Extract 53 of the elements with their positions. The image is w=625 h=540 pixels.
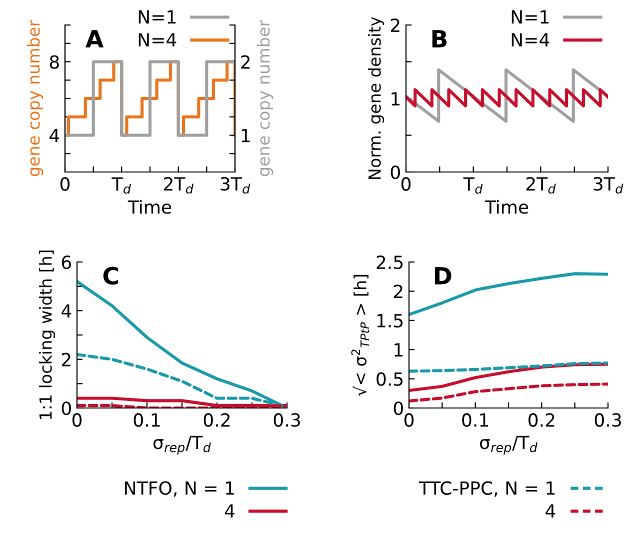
legend-label: TTC-PPC, N = 1 xyxy=(418,481,555,497)
y-tick-label: 2 xyxy=(62,352,70,366)
x-tick-label: 2T$_{d}$ xyxy=(164,177,194,194)
line-series xyxy=(409,362,608,373)
legend-label: 4 xyxy=(224,504,235,518)
x-tick-label: T$_{d}$ xyxy=(112,177,132,194)
y-tick-label: 0 xyxy=(62,401,71,416)
x-tick-label: 3T$_{d}$ xyxy=(220,177,250,194)
x-tick-label: 0 xyxy=(404,413,414,427)
legend-label: N=4 xyxy=(138,33,176,46)
y-tick-label: 0 xyxy=(390,165,400,180)
x-axis-title: Time xyxy=(128,200,172,214)
y-tick-label: 4 xyxy=(62,304,72,318)
annotation: B xyxy=(432,30,447,48)
x-tick-label: T$_{d}$ xyxy=(463,177,483,194)
x-tick-label: 3T$_{d}$ xyxy=(594,177,624,194)
y2-tick-label: 1 xyxy=(242,128,250,142)
legend-label: N=1 xyxy=(138,10,176,24)
x-tick-label: 2T$_{d}$ xyxy=(526,177,556,194)
x-axis-title: σ$_{rep}$/T$_{d}$ xyxy=(480,436,538,455)
y-tick-label: 1.5 xyxy=(377,314,403,328)
y-tick-label: 0 xyxy=(394,401,403,416)
x-tick-label: 0.2 xyxy=(528,413,554,427)
y-axis-title: √< σ$^{2}$$_{TPtP}$ > [h] xyxy=(351,274,370,396)
y-tick-label: 6 xyxy=(62,255,71,270)
legend-label: 4 xyxy=(546,504,556,518)
y-tick-label: 2 xyxy=(394,284,402,298)
y-axis-title: gene copy number xyxy=(26,20,44,176)
legend-label: N=4 xyxy=(512,33,550,46)
y-tick-label: 0.5 xyxy=(376,372,403,386)
y-axis-title: 1:1 locking width [h] xyxy=(38,250,56,419)
x-axis-title: Time xyxy=(484,200,528,214)
x-tick-label: 0 xyxy=(72,413,82,427)
y-tick-label: 1 xyxy=(392,92,400,106)
annotation: C xyxy=(103,266,118,285)
y-tick-label: 8 xyxy=(50,55,59,69)
annotation: D xyxy=(435,267,452,284)
y2-tick-label: 2 xyxy=(241,55,250,69)
y-tick-label: 2 xyxy=(390,18,400,32)
x-tick-label: 0.1 xyxy=(462,413,488,427)
line-series xyxy=(409,382,608,403)
annotation: A xyxy=(86,30,104,48)
x-tick-label: 0.2 xyxy=(204,413,230,427)
legend-label: NTFO, N = 1 xyxy=(125,481,234,497)
x-axis-title: σ$_{rep}$/T$_{d}$ xyxy=(153,436,211,455)
y2-axis-title: gene copy number xyxy=(256,20,274,176)
y-tick-label: 1 xyxy=(394,343,402,356)
y-axis-title: Norm. gene density xyxy=(368,16,384,179)
y-tick-label: 2.5 xyxy=(376,255,403,270)
legend-label: N=1 xyxy=(512,10,549,24)
x-tick-label: 0.3 xyxy=(274,413,300,427)
x-tick-label: 0.3 xyxy=(594,413,621,427)
x-tick-label: 0.1 xyxy=(134,413,160,427)
